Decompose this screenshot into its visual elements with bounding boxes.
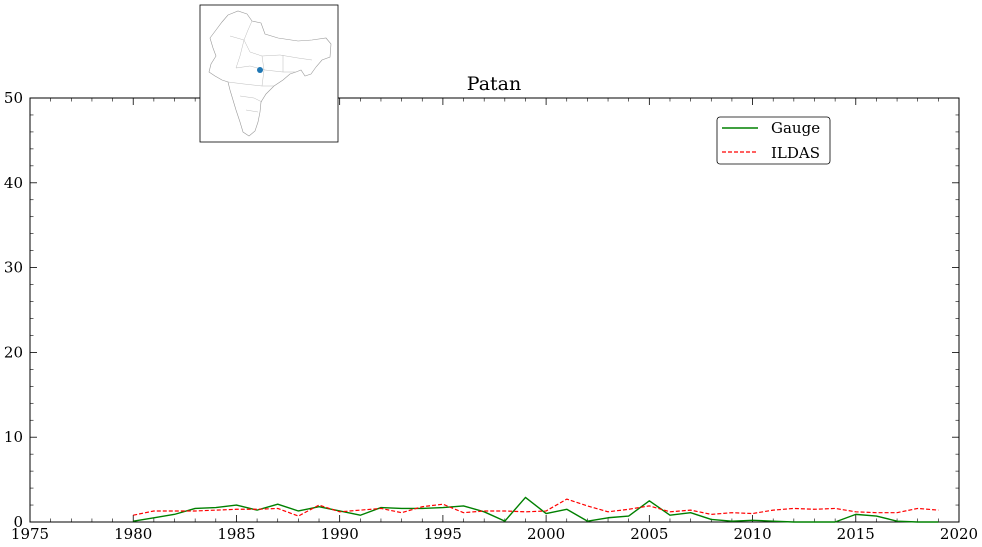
india-outline <box>208 10 332 137</box>
inset-map-frame <box>199 4 339 143</box>
x-tick-label: 1980 <box>114 525 152 543</box>
y-axis-ticks: 0 10 20 30 40 50 <box>4 89 959 531</box>
legend-label-gauge: Gauge <box>771 119 820 137</box>
x-tick-label: 2020 <box>940 525 978 543</box>
legend-label-ildas: ILDAS <box>771 144 820 162</box>
state-boundaries <box>227 20 313 113</box>
series-line-ildas <box>133 498 939 517</box>
plot-area-frame <box>29 97 960 523</box>
y-tick-label: 40 <box>4 174 23 192</box>
y-tick-label: 20 <box>4 343 23 361</box>
inset-map <box>199 4 339 143</box>
y-tick-label: 50 <box>4 89 23 107</box>
x-axis-ticks: 1975 1980 1985 1990 1995 2000 2005 2010 2015 2020 <box>11 98 978 543</box>
x-tick-label: 1985 <box>217 525 255 543</box>
legend: Gauge ILDAS <box>716 116 831 165</box>
x-tick-label: 2010 <box>733 525 771 543</box>
x-tick-label: 2015 <box>837 525 875 543</box>
x-tick-label: 1990 <box>321 525 359 543</box>
x-tick-label: 1995 <box>424 525 462 543</box>
series-layer <box>133 496 939 523</box>
x-tick-label: 1975 <box>11 525 49 543</box>
chart-title: Patan <box>467 73 521 95</box>
y-tick-label: 30 <box>4 259 23 277</box>
series-line-gauge <box>133 496 939 523</box>
location-marker <box>257 67 263 73</box>
y-tick-label: 10 <box>4 428 23 446</box>
y-tick-label: 0 <box>13 513 23 531</box>
x-tick-label: 2000 <box>527 525 565 543</box>
x-tick-label: 2005 <box>630 525 668 543</box>
